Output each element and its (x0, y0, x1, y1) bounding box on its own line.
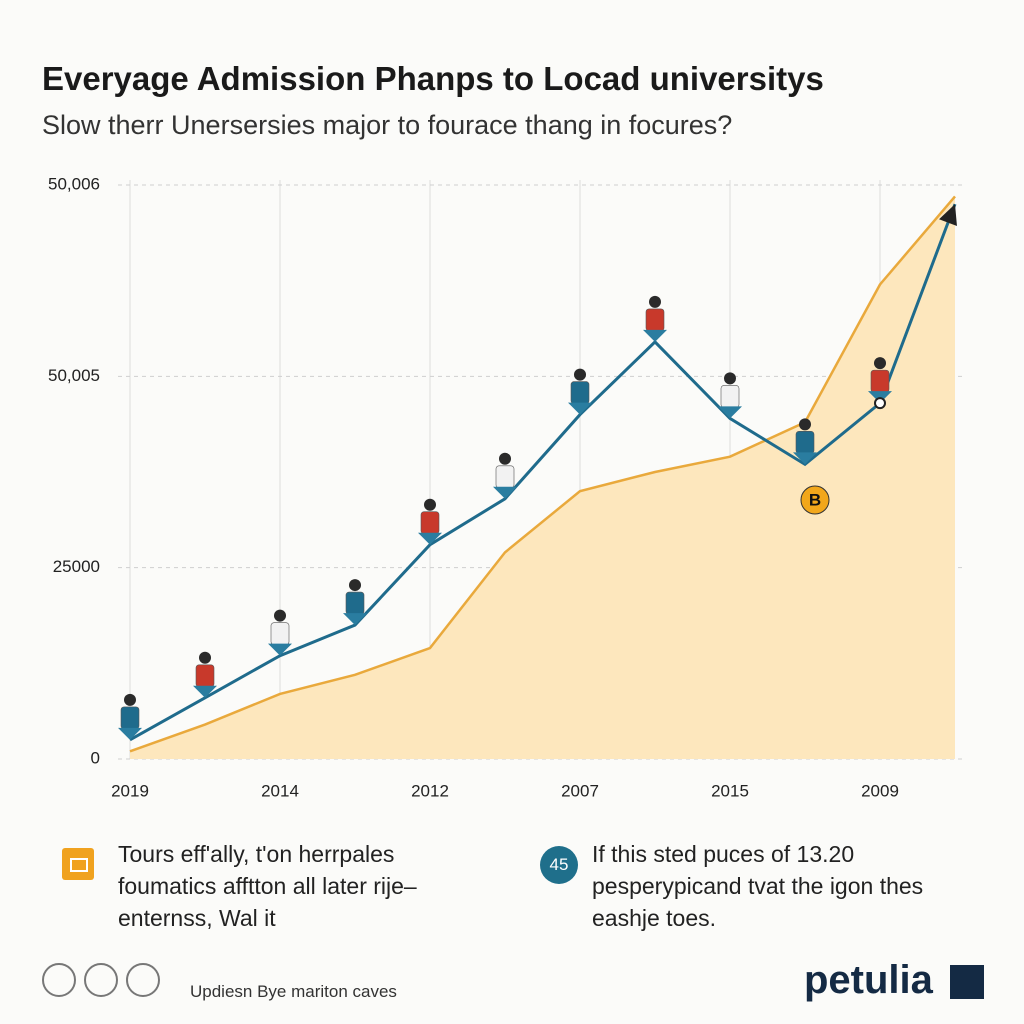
note-line: eashje toes. (592, 905, 717, 931)
person-head (274, 609, 286, 622)
person-stand (568, 402, 592, 415)
note-line: pesperypicand tvat the igon thes (592, 873, 924, 899)
note-line: foumatics afftton all later rije– (118, 873, 417, 899)
person-body (495, 465, 515, 489)
note-line: Tours eff'ally, t'on herrpales (118, 841, 395, 867)
person-stand (493, 486, 517, 499)
note-line: enternss, Wal it (118, 905, 276, 931)
person-head (724, 372, 736, 385)
annotation-badge (800, 485, 830, 515)
x-tick-label: 2015 (711, 781, 749, 800)
person-body (420, 511, 440, 535)
vertex (874, 397, 886, 410)
person-head (499, 452, 511, 465)
area (130, 196, 955, 760)
person-head (349, 579, 361, 592)
annotation: B (809, 490, 821, 509)
line (129, 203, 957, 742)
person-stand (418, 532, 442, 545)
y-tick-label: 50,005 (48, 366, 100, 385)
person-head (799, 418, 811, 431)
arrow-head (939, 204, 957, 227)
footer-icon[interactable] (42, 963, 76, 997)
brand: petulia (804, 958, 933, 1002)
person-body (795, 431, 815, 454)
y-tick-label: 25000 (53, 557, 100, 576)
person-body (120, 706, 140, 730)
person-head (874, 357, 886, 370)
mail-icon (62, 848, 94, 880)
person-stand (268, 643, 292, 656)
x-tick-label: 2019 (111, 781, 149, 800)
brand-logo (950, 965, 984, 999)
person-stand (343, 613, 367, 626)
person-stand (643, 329, 667, 342)
person-body (345, 591, 365, 615)
person-head (424, 498, 436, 511)
person-head (649, 295, 661, 308)
badge: 45 (540, 846, 578, 884)
person-stand (118, 727, 142, 740)
person-body (645, 308, 665, 332)
person-head (199, 651, 211, 664)
person-body (270, 622, 290, 645)
person-stand (793, 452, 817, 465)
person-stand (718, 406, 742, 419)
person-body (720, 385, 740, 408)
x-tick-label: 2009 (861, 781, 899, 800)
person-body (570, 381, 590, 404)
chart-subtitle: Slow therr Unersersies major to fourace … (42, 110, 733, 140)
note-line: If this sted puces of 13.20 (592, 841, 855, 867)
note: If this sted puces of 13.20 pesperypican… (592, 838, 923, 934)
person-head (574, 368, 586, 381)
x-tick-label: 2012 (411, 781, 449, 800)
y-tick-label: 50,006 (48, 174, 100, 193)
note: Tours eff'ally, t'on herrpales foumatics… (118, 838, 417, 934)
x-tick-label: 2014 (261, 781, 299, 800)
y-tick-label: 0 (91, 748, 100, 767)
area-edge (129, 195, 956, 753)
chart: 2019 2014 2012 2007 2015 2009 0 25000 50,005 50,0… (48, 174, 965, 800)
footer-icon[interactable] (84, 963, 118, 997)
person-head (124, 693, 136, 706)
footer: Updiesn Bye mariton caves (190, 982, 397, 1001)
person-stand (193, 685, 217, 698)
chart-title: Everyage Admission Phanps to Locad unive… (42, 60, 824, 97)
person-body (870, 369, 890, 393)
footer-icon[interactable] (126, 963, 160, 997)
person-body (195, 664, 215, 688)
x-tick-label: 2007 (561, 781, 599, 800)
